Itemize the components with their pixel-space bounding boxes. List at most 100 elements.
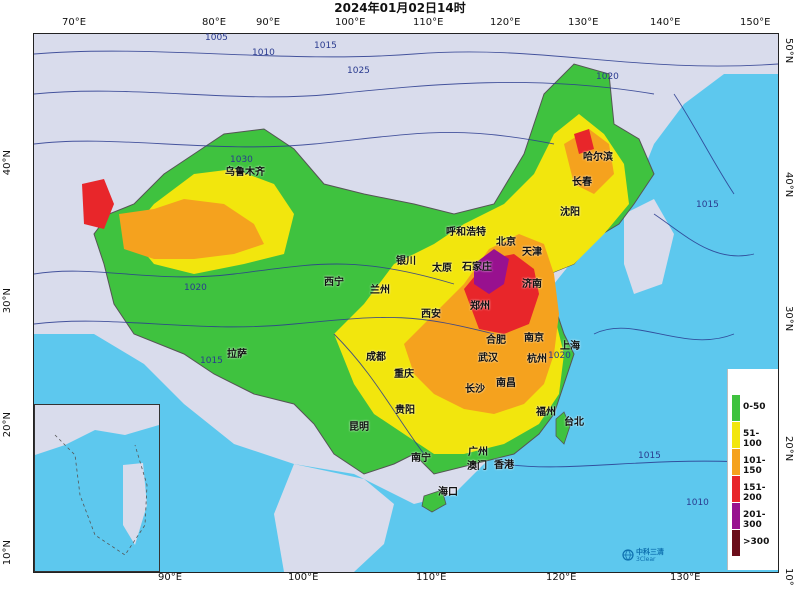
hainan-island: [421, 489, 447, 513]
lon-tick-top: 120°E: [490, 17, 521, 28]
aqi-unhealthy-sensitive-ne: [564, 129, 614, 194]
legend-item: >300: [730, 530, 778, 556]
city-label: 哈尔滨: [583, 152, 613, 163]
legend-label: 0-50: [743, 402, 766, 412]
lat-tick-left: 20°N: [2, 412, 13, 438]
lon-tick-bottom: 110°E: [416, 572, 447, 583]
lon-tick-bottom: 120°E: [546, 572, 577, 583]
inset-land: [123, 463, 147, 545]
lon-tick-top: 90°E: [256, 17, 281, 28]
isobar-label: 1015: [696, 200, 719, 210]
inset-canvas: [35, 405, 159, 556]
city-label: 兰州: [370, 285, 390, 296]
isobar-label: 1030: [230, 155, 253, 165]
city-label: 长春: [572, 177, 592, 188]
legend-swatch: [732, 449, 740, 475]
city-label: 澳门: [467, 461, 487, 472]
city-label: 拉萨: [227, 349, 247, 360]
lat-tick-left: 40°N: [2, 150, 13, 176]
legend-label: 101-150: [743, 456, 766, 476]
city-label: 长沙: [465, 384, 485, 395]
south-china-sea-inset: [34, 404, 160, 572]
city-label: 海口: [438, 487, 458, 498]
lon-tick-top: 110°E: [413, 17, 444, 28]
city-label: 南昌: [496, 378, 516, 389]
legend-swatch: [732, 503, 740, 529]
lat-tick-right: 40°N: [783, 172, 794, 198]
city-label: 石家庄: [462, 262, 492, 273]
aqi-unhealthy-sensitive-west: [119, 199, 264, 259]
aqi-legend: 0-50 51-100 101-150 151-200 201-300 >300: [727, 369, 778, 570]
legend-item: 0-50: [730, 395, 778, 421]
lon-tick-top: 80°E: [202, 17, 227, 28]
lat-tick-left: 10°N: [2, 540, 13, 566]
legend-label: 151-200: [743, 483, 766, 503]
city-label: 成都: [366, 352, 386, 363]
lon-tick-bottom: 130°E: [670, 572, 701, 583]
lat-tick-right: 30°N: [783, 306, 794, 332]
legend-item: 151-200: [730, 476, 778, 503]
city-label: 西安: [421, 309, 441, 320]
taiwan-island: [555, 411, 571, 445]
lat-tick-right: 50°N: [783, 38, 794, 64]
city-label: 台北: [564, 417, 584, 428]
city-label: 昆明: [349, 422, 369, 433]
city-label: 福州: [536, 407, 556, 418]
legend-swatch: [732, 395, 740, 421]
isobar-label: 1005: [205, 33, 228, 43]
city-label: 沈阳: [560, 207, 580, 218]
legend-swatch: [732, 422, 740, 448]
city-label: 南京: [524, 333, 544, 344]
inset-boundary: [54, 434, 148, 556]
isobar-label: 1020: [184, 283, 207, 293]
city-label: 西宁: [324, 277, 344, 288]
legend-item: 51-100: [730, 422, 778, 449]
legend-label: 201-300: [743, 510, 766, 530]
lat-tick-left: 30°N: [2, 288, 13, 314]
logo-name: 中科三清: [636, 548, 664, 556]
inset-land: [35, 405, 159, 455]
city-label: 合肥: [486, 335, 506, 346]
isobar-label: 1015: [314, 41, 337, 51]
city-label: 乌鲁木齐: [225, 167, 265, 178]
lon-tick-top: 130°E: [568, 17, 599, 28]
isobar-label: 1010: [686, 498, 709, 508]
city-label: 杭州: [527, 354, 547, 365]
legend-item: 101-150: [730, 449, 778, 476]
korea-japan-land: [624, 199, 674, 294]
city-label: 上海: [560, 341, 580, 352]
isobar-label: 1015: [200, 356, 223, 366]
lon-tick-bottom: 100°E: [288, 572, 319, 583]
lon-tick-top: 140°E: [650, 17, 681, 28]
aqi-map-canvas: [34, 34, 778, 572]
city-label: 武汉: [478, 353, 498, 364]
city-label: 广州: [468, 447, 488, 458]
legend-item: 201-300: [730, 503, 778, 530]
legend-label: 51-100: [743, 429, 762, 449]
city-label: 贵阳: [395, 405, 415, 416]
globe-icon: [622, 549, 634, 561]
isobar-label: 1020: [548, 351, 571, 361]
city-label: 银川: [396, 256, 416, 267]
city-label: 北京: [496, 237, 516, 248]
legend-label: >300: [743, 537, 770, 547]
lon-tick-top: 70°E: [62, 17, 87, 28]
brand-logo: 中科三清 3Clear: [622, 547, 678, 565]
lat-tick-right: 20°N: [783, 436, 794, 462]
isobar-label: 1010: [252, 48, 275, 58]
lon-tick-bottom: 90°E: [158, 572, 183, 583]
southeast-asia-land: [274, 464, 394, 572]
isobar-label: 1015: [638, 451, 661, 461]
city-label: 呼和浩特: [446, 227, 486, 238]
lat-tick-right: 10°: [783, 568, 794, 586]
city-label: 南宁: [411, 453, 431, 464]
city-label: 济南: [522, 279, 542, 290]
legend-swatch: [732, 530, 740, 556]
aqi-very-unhealthy-zone: [474, 249, 509, 294]
aqi-unhealthy-ne: [574, 129, 594, 154]
isobar-label: 1025: [347, 66, 370, 76]
legend-swatch: [732, 476, 740, 502]
city-label: 天津: [522, 247, 542, 258]
isobar-label: 1020: [596, 72, 619, 82]
city-label: 香港: [494, 460, 514, 471]
